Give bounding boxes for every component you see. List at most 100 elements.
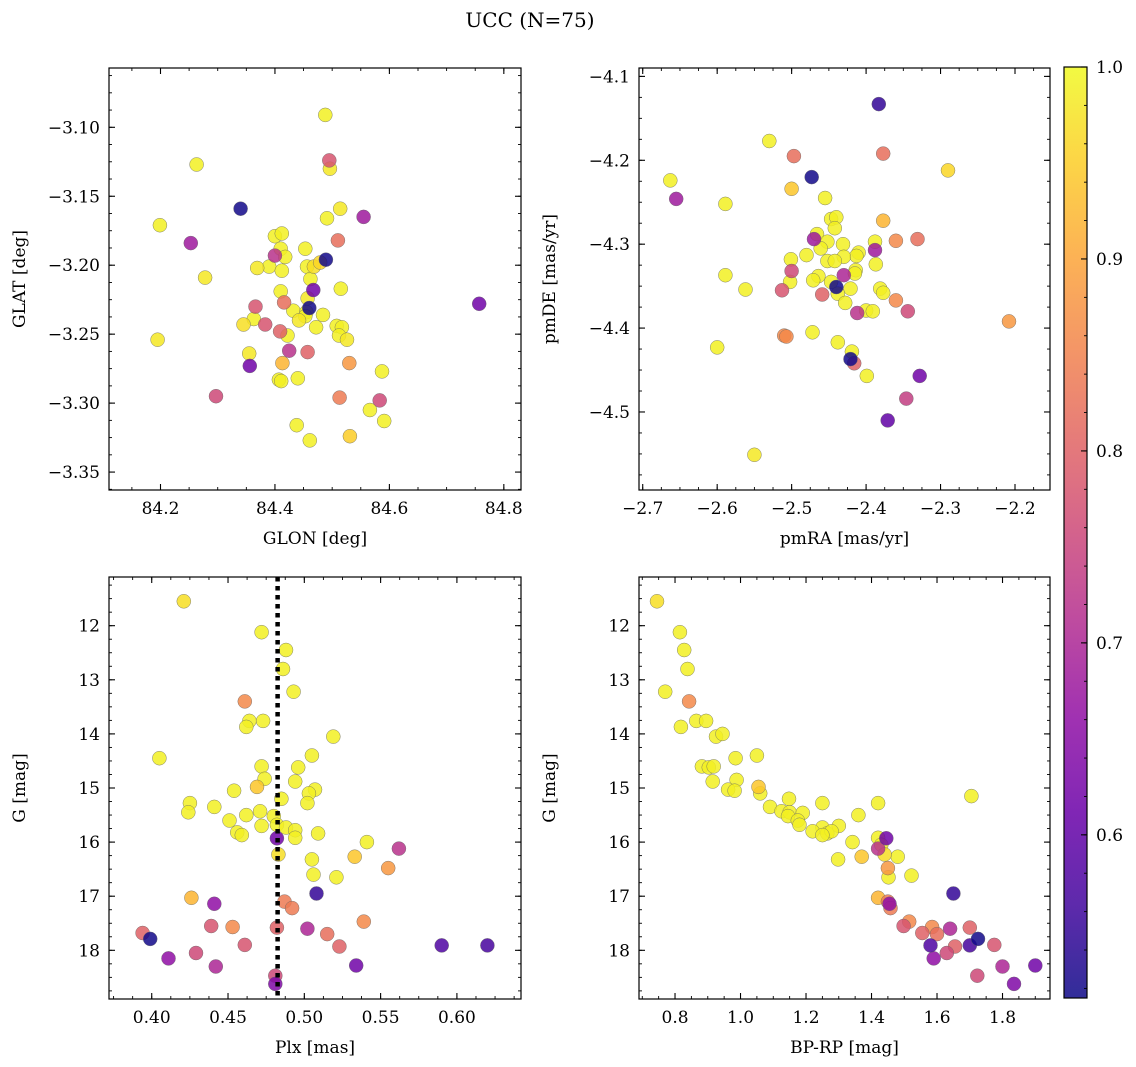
data-point xyxy=(434,938,449,953)
data-point xyxy=(268,976,283,992)
data-point xyxy=(237,937,253,953)
data-point xyxy=(278,642,294,658)
colorbar-frame xyxy=(1063,66,1088,999)
data-point xyxy=(207,896,222,912)
data-point xyxy=(792,817,807,833)
data-point xyxy=(184,890,199,906)
x-tick-label: 84.8 xyxy=(485,499,523,519)
data-point xyxy=(871,96,887,112)
data-point xyxy=(222,813,237,828)
x-tick-label: 0.60 xyxy=(438,1008,476,1028)
data-point xyxy=(728,750,743,766)
data-point xyxy=(300,795,315,811)
data-point xyxy=(272,324,288,339)
data-point xyxy=(333,281,349,296)
data-point xyxy=(315,307,331,323)
data-point xyxy=(248,299,263,314)
x-tick-label: −2.6 xyxy=(697,499,738,519)
data-point xyxy=(875,146,891,161)
y-tick-label: −4.4 xyxy=(589,319,630,339)
data-point xyxy=(310,826,326,841)
data-point xyxy=(286,684,301,699)
data-point xyxy=(356,914,372,929)
data-point xyxy=(309,886,324,901)
y-tick-label: 17 xyxy=(608,887,630,907)
data-point xyxy=(176,594,192,609)
data-point xyxy=(849,248,864,264)
colorbar-tick-label: 0.8 xyxy=(1096,442,1123,462)
data-point xyxy=(239,807,254,823)
panel-galactic-coords: 84.2 84.4 84.6 84.8 −3.10 −3.15 −3.20 −3.25 −3.3… xyxy=(10,67,523,549)
data-point xyxy=(817,190,833,206)
points xyxy=(135,594,495,992)
y-tick-label: 13 xyxy=(78,671,100,691)
data-point xyxy=(698,713,714,729)
data-point xyxy=(942,921,958,936)
data-point xyxy=(829,279,844,295)
data-point xyxy=(859,368,875,384)
data-point xyxy=(970,931,986,947)
data-point xyxy=(867,242,883,258)
data-point xyxy=(208,959,224,974)
panel-color-magnitude: 0.8 1.0 1.2 1.4 1.6 1.8 12 13 14 15 16 17 18 BP-RP [m… xyxy=(540,576,1051,1058)
data-point xyxy=(304,748,320,763)
data-point xyxy=(380,860,396,876)
data-point xyxy=(870,841,886,856)
data-point xyxy=(319,926,335,942)
data-point xyxy=(786,148,802,164)
data-point xyxy=(318,252,334,267)
x-tick-label: 0.45 xyxy=(209,1008,247,1028)
data-point xyxy=(970,968,985,983)
data-point xyxy=(319,211,335,226)
data-point xyxy=(207,799,222,815)
data-point xyxy=(851,807,866,823)
colorbar: 0.6 0.7 0.8 0.9 1.0 xyxy=(1063,58,1123,999)
x-tick-label: 0.8 xyxy=(662,1008,689,1028)
data-point xyxy=(805,325,820,340)
data-point xyxy=(649,594,665,609)
data-point xyxy=(868,257,884,272)
data-point xyxy=(799,247,814,263)
data-point xyxy=(747,447,762,463)
colorbar-tick-label: 0.7 xyxy=(1096,634,1123,654)
y-tick-label: −4.2 xyxy=(589,151,630,171)
data-point xyxy=(359,834,375,850)
data-point xyxy=(290,371,306,386)
data-point xyxy=(751,779,766,795)
data-point xyxy=(749,748,765,763)
data-point xyxy=(289,417,304,433)
data-point xyxy=(274,263,290,278)
data-point xyxy=(161,951,176,966)
x-tick-label: −2.2 xyxy=(994,499,1035,519)
data-point xyxy=(239,719,254,735)
data-point xyxy=(233,201,248,216)
data-point xyxy=(356,209,371,225)
data-point xyxy=(276,295,292,310)
data-point xyxy=(374,364,390,379)
data-point xyxy=(290,760,306,775)
x-tick-label: 84.4 xyxy=(256,499,294,519)
x-tick-label: 0.40 xyxy=(133,1008,171,1028)
data-point xyxy=(342,428,358,444)
data-point xyxy=(275,355,290,371)
data-point xyxy=(836,267,852,283)
data-point xyxy=(203,918,219,934)
data-point xyxy=(727,783,742,798)
data-point xyxy=(899,391,914,406)
data-point xyxy=(779,329,794,344)
data-point xyxy=(348,958,364,973)
data-point xyxy=(681,694,697,709)
x-axis-label: Plx [mas] xyxy=(275,1038,355,1058)
x-tick-label: −2.4 xyxy=(845,499,886,519)
x-tick-label: 0.55 xyxy=(362,1008,400,1028)
data-point xyxy=(302,433,318,448)
data-point xyxy=(339,332,355,347)
axes-frame xyxy=(108,67,522,491)
data-point xyxy=(306,867,321,882)
data-point xyxy=(680,661,695,677)
x-axis-label: BP-RP [mag] xyxy=(790,1038,899,1058)
data-point xyxy=(939,945,955,961)
data-point xyxy=(875,285,891,301)
data-point xyxy=(471,296,487,312)
